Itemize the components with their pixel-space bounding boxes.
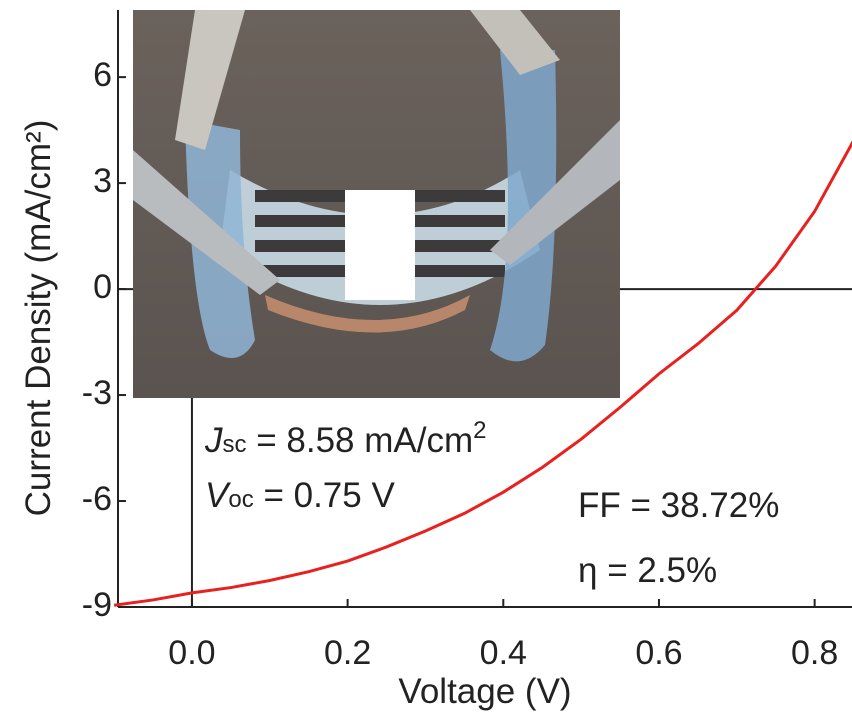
x-tick-label: 0.0 (168, 634, 215, 672)
x-tick-label: 0.2 (324, 634, 371, 672)
annotation-part: J (204, 421, 223, 460)
x-tick-label: 0.4 (480, 634, 527, 672)
annotation: Voc = 0.75 V (205, 476, 395, 515)
annotation-part: sc (223, 431, 247, 458)
inset-photo (133, 10, 620, 398)
y-tick-label: -9 (82, 586, 112, 624)
y-tick-label: 6 (93, 56, 112, 94)
annotation-part: = 0.75 V (254, 476, 396, 515)
x-tick-label: 0.8 (791, 634, 838, 672)
annotation-part: 2 (473, 417, 486, 444)
annotation-part: FF = 38.72% (578, 486, 779, 525)
y-tick-label: 0 (93, 268, 112, 306)
lit-area (345, 190, 415, 300)
annotation: Jsc = 8.58 mA/cm2 (204, 417, 486, 460)
y-tick-label: 3 (93, 162, 112, 200)
annotation-part: η = 2.5% (578, 551, 717, 590)
chart: Voltage (V) Current Density (mA/cm²) Jsc… (0, 0, 852, 715)
annotation: η = 2.5% (578, 551, 717, 590)
annotations: Jsc = 8.58 mA/cm2 Voc = 0.75 V FF = 38.72%… (204, 417, 779, 590)
x-tick-label: 0.6 (635, 634, 682, 672)
annotation: FF = 38.72% (578, 486, 779, 525)
y-axis-title: Current Density (mA/cm²) (19, 120, 58, 517)
annotation-part: = 8.58 mA/cm (247, 421, 474, 460)
page: Voltage (V) Current Density (mA/cm²) Jsc… (0, 0, 852, 715)
x-axis-title: Voltage (V) (398, 672, 571, 711)
annotation-part: oc (228, 486, 253, 513)
y-tick-label: -6 (82, 480, 112, 518)
y-tick-label: -3 (82, 374, 112, 412)
